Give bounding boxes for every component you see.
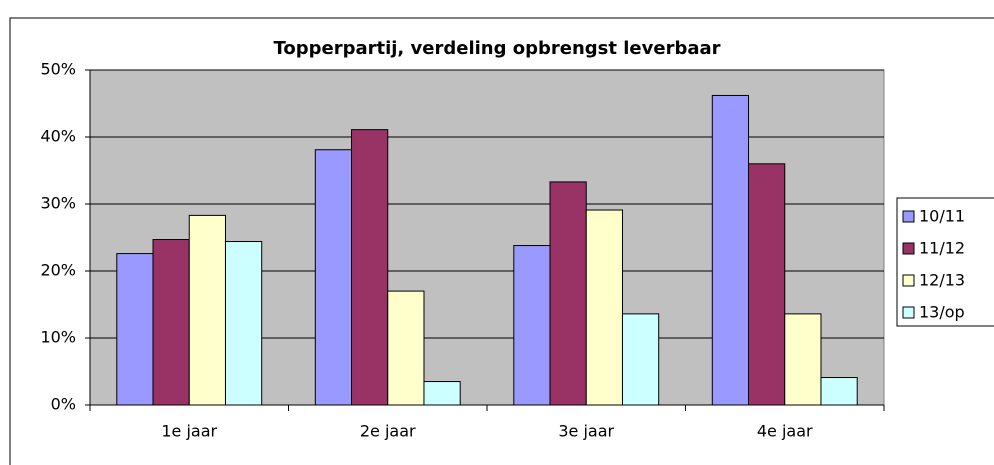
bar xyxy=(784,313,822,406)
bar xyxy=(224,241,263,406)
legend-label: 13/op xyxy=(919,303,965,322)
chart-title: Topperpartij, verdeling opbrengst leverb… xyxy=(273,38,720,59)
bar xyxy=(351,129,389,406)
legend-swatch xyxy=(902,210,915,223)
legend-swatch xyxy=(902,274,915,287)
bar xyxy=(711,94,750,406)
bar xyxy=(387,290,425,406)
y-tick-label: 50% xyxy=(40,60,76,79)
bar xyxy=(423,381,461,406)
bar xyxy=(116,253,154,406)
bar xyxy=(621,313,660,406)
y-tick-label: 0% xyxy=(51,395,76,414)
bar xyxy=(188,214,226,406)
bar xyxy=(513,245,551,406)
y-tick-label: 20% xyxy=(40,261,76,280)
x-tick-label: 4e jaar xyxy=(757,422,813,441)
x-tick-label: 1e jaar xyxy=(161,422,217,441)
legend-label: 12/13 xyxy=(919,271,965,290)
y-tick-label: 10% xyxy=(40,328,76,347)
x-tick-label: 3e jaar xyxy=(558,422,614,441)
legend-label: 10/11 xyxy=(919,207,965,226)
y-tick-label: 30% xyxy=(40,194,76,213)
legend-swatch xyxy=(902,306,915,319)
bar xyxy=(152,239,190,406)
bar xyxy=(820,377,858,406)
x-tick-label: 2e jaar xyxy=(360,422,416,441)
y-tick-label: 40% xyxy=(40,127,76,146)
bar xyxy=(549,181,587,406)
bar xyxy=(314,149,353,406)
legend-swatch xyxy=(902,242,915,255)
bar xyxy=(748,163,786,406)
bar xyxy=(585,209,623,406)
legend-label: 11/12 xyxy=(919,239,965,258)
